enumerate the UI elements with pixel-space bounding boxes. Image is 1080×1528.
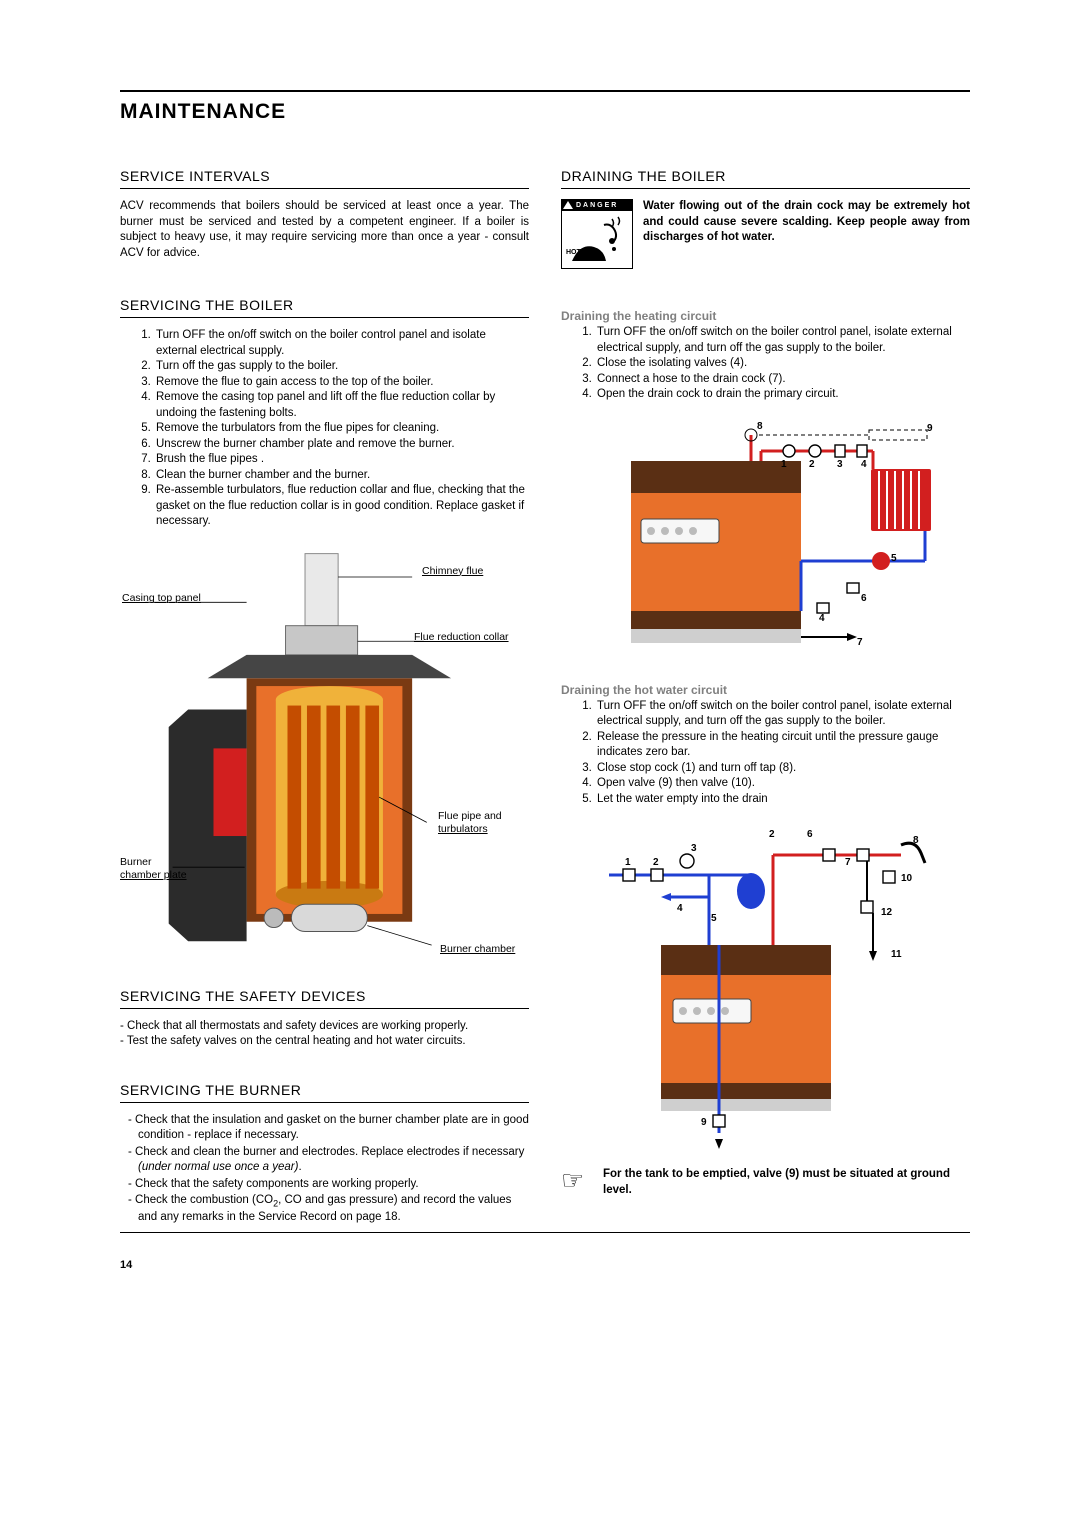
safety-p1: - Check that all thermostats and safety … (120, 1019, 529, 1035)
page-title: MAINTENANCE (120, 100, 970, 124)
svg-text:2: 2 (653, 857, 659, 868)
svg-text:8: 8 (757, 421, 763, 432)
callout-plate1: Burner (120, 856, 152, 868)
list-item: Turn OFF the on/off switch on the boiler… (154, 328, 529, 359)
list-item: Turn OFF the on/off switch on the boiler… (595, 699, 970, 730)
callout-pipe1: Flue pipe and (438, 810, 502, 822)
svg-text:9: 9 (927, 423, 933, 434)
list-item: Clean the burner chamber and the burner. (154, 468, 529, 484)
figure-drain-hotwater: 12 34 5 26 78 1012 119 (601, 815, 941, 1155)
list-item: Check that the insulation and gasket on … (138, 1113, 529, 1144)
subhead-heating: Draining the heating circuit (561, 309, 970, 323)
callout-chamber: Burner chamber (440, 943, 515, 955)
svg-text:4: 4 (677, 903, 683, 914)
list-item: Connect a hose to the drain cock (7). (595, 372, 970, 388)
bottom-rule (120, 1232, 970, 1233)
top-rule (120, 90, 970, 92)
svg-text:10: 10 (901, 873, 913, 884)
svg-text:12: 12 (881, 907, 893, 918)
subhead-hotwater: Draining the hot water circuit (561, 683, 970, 697)
left-column: SERVICE INTERVALS ACV recommends that bo… (120, 158, 529, 1226)
service-intervals-para: ACV recommends that boilers should be se… (120, 199, 529, 261)
callout-plate2: chamber plate (120, 869, 187, 881)
note-icon: ☞ (561, 1167, 591, 1193)
heading-safety-devices: SERVICING THE SAFETY DEVICES (120, 988, 529, 1009)
svg-text:2: 2 (809, 459, 815, 470)
callout-collar: Flue reduction collar (414, 631, 509, 643)
list-item: Check and clean the burner and electrode… (138, 1145, 529, 1176)
svg-text:8: 8 (913, 835, 919, 846)
servicing-burner-list: Check that the insulation and gasket on … (120, 1113, 529, 1226)
list-item: Open valve (9) then valve (10). (595, 776, 970, 792)
callout-casing: Casing top panel (122, 592, 201, 604)
hot-label: HOT (566, 249, 581, 256)
callout-pipe2: turbulators (438, 823, 488, 835)
list-item: Turn off the gas supply to the boiler. (154, 359, 529, 375)
svg-text:1: 1 (625, 857, 631, 868)
list-item: Remove the turbulators from the flue pip… (154, 421, 529, 437)
danger-text: Water flowing out of the drain cock may … (643, 199, 970, 269)
danger-block: DANGER HOT Water flowing out of the drai… (561, 199, 970, 269)
svg-text:6: 6 (807, 829, 813, 840)
list-item: Unscrew the burner chamber plate and rem… (154, 437, 529, 453)
list-item: Remove the casing top panel and lift off… (154, 390, 529, 421)
right-column: DRAINING THE BOILER DANGER HOT Water f (561, 158, 970, 1226)
svg-text:3: 3 (837, 459, 843, 470)
list-item: Re-assemble turbulators, flue reduction … (154, 483, 529, 530)
danger-icon: DANGER HOT (561, 199, 633, 269)
svg-text:1: 1 (781, 459, 787, 470)
list-item: Close the isolating valves (4). (595, 356, 970, 372)
list-item: Close stop cock (1) and turn off tap (8)… (595, 761, 970, 777)
safety-p2: - Test the safety valves on the central … (120, 1034, 529, 1050)
note-text: For the tank to be emptied, valve (9) mu… (603, 1167, 970, 1198)
svg-text:4: 4 (861, 459, 867, 470)
svg-text:5: 5 (711, 913, 717, 924)
list-item: Remove the flue to gain access to the to… (154, 375, 529, 391)
figure-boiler-cutaway: Chimney flue Casing top panel Flue reduc… (120, 548, 529, 978)
figure-drain-heating: 1 2 3 4 5 6 7 8 9 4 (601, 411, 941, 671)
svg-text:6: 6 (861, 593, 867, 604)
svg-text:3: 3 (691, 843, 697, 854)
list-item: Open the drain cock to drain the primary… (595, 387, 970, 403)
heading-service-intervals: SERVICE INTERVALS (120, 168, 529, 189)
list-item: Let the water empty into the drain (595, 792, 970, 808)
heading-servicing-burner: SERVICING THE BURNER (120, 1082, 529, 1103)
note-block: ☞ For the tank to be emptied, valve (9) … (561, 1167, 970, 1198)
drain-heating-list: Turn OFF the on/off switch on the boiler… (561, 325, 970, 403)
list-item: Check that the safety components are wor… (138, 1177, 529, 1193)
list-item: Release the pressure in the heating circ… (595, 730, 970, 761)
drain-hotwater-list: Turn OFF the on/off switch on the boiler… (561, 699, 970, 808)
servicing-boiler-list: Turn OFF the on/off switch on the boiler… (120, 328, 529, 530)
list-item: Turn OFF the on/off switch on the boiler… (595, 325, 970, 356)
callout-chimney: Chimney flue (422, 565, 483, 577)
svg-text:7: 7 (857, 637, 863, 648)
list-item: Check the combustion (CO2, CO and gas pr… (138, 1193, 529, 1225)
columns: SERVICE INTERVALS ACV recommends that bo… (120, 158, 970, 1226)
list-item: Brush the flue pipes . (154, 452, 529, 468)
page-number: 14 (120, 1259, 970, 1271)
svg-text:4: 4 (819, 613, 825, 624)
svg-text:11: 11 (891, 949, 902, 960)
heading-draining: DRAINING THE BOILER (561, 168, 970, 189)
svg-text:2: 2 (769, 829, 775, 840)
svg-text:9: 9 (701, 1117, 707, 1128)
heading-servicing-boiler: SERVICING THE BOILER (120, 297, 529, 318)
svg-text:5: 5 (891, 553, 897, 564)
svg-text:7: 7 (845, 857, 851, 868)
danger-label: DANGER (576, 202, 618, 209)
